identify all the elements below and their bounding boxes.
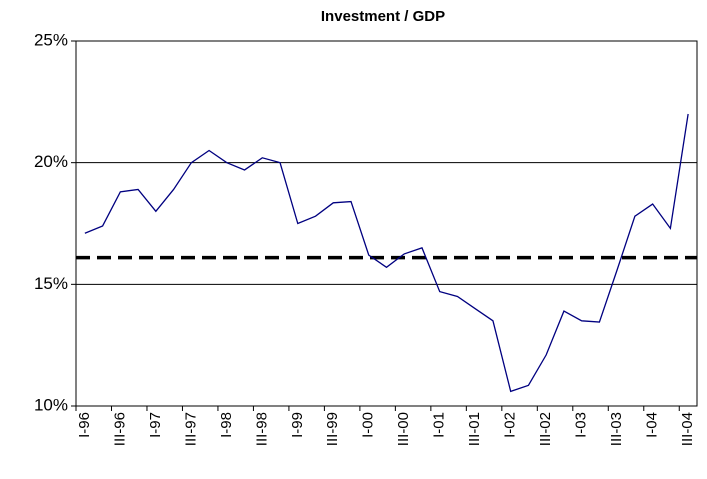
x-tick-label: I-02 bbox=[502, 412, 519, 438]
x-tick-label: I-00 bbox=[360, 412, 377, 438]
chart-title: Investment / GDP bbox=[321, 8, 445, 25]
plot-border bbox=[75, 40, 698, 407]
x-tick-label: I-98 bbox=[218, 412, 235, 438]
x-tick-label: I-96 bbox=[76, 412, 93, 438]
x-tick-label: III-00 bbox=[395, 412, 412, 446]
x-tick-label: III-98 bbox=[253, 412, 270, 446]
x-tick-label: III-04 bbox=[679, 412, 696, 446]
x-tick-label: III-99 bbox=[324, 412, 341, 446]
x-tick-label: I-01 bbox=[431, 412, 448, 438]
x-tick-label: III-03 bbox=[608, 412, 625, 446]
x-tick-label: I-04 bbox=[644, 412, 661, 438]
y-tick-label: 10% bbox=[34, 395, 68, 414]
y-tick-label: 25% bbox=[34, 30, 68, 49]
x-tick-label: III-96 bbox=[111, 412, 128, 446]
x-tick-label: I-97 bbox=[147, 412, 164, 438]
x-tick-label: I-03 bbox=[573, 412, 590, 438]
x-tick-label: I-99 bbox=[289, 412, 306, 438]
x-tick-label: III-01 bbox=[466, 412, 483, 446]
x-tick-label: III-97 bbox=[182, 412, 199, 446]
y-tick-label: 20% bbox=[34, 152, 68, 171]
y-tick-label: 15% bbox=[34, 274, 68, 293]
x-tick-label: III-02 bbox=[537, 412, 554, 446]
series-line bbox=[84, 113, 689, 393]
